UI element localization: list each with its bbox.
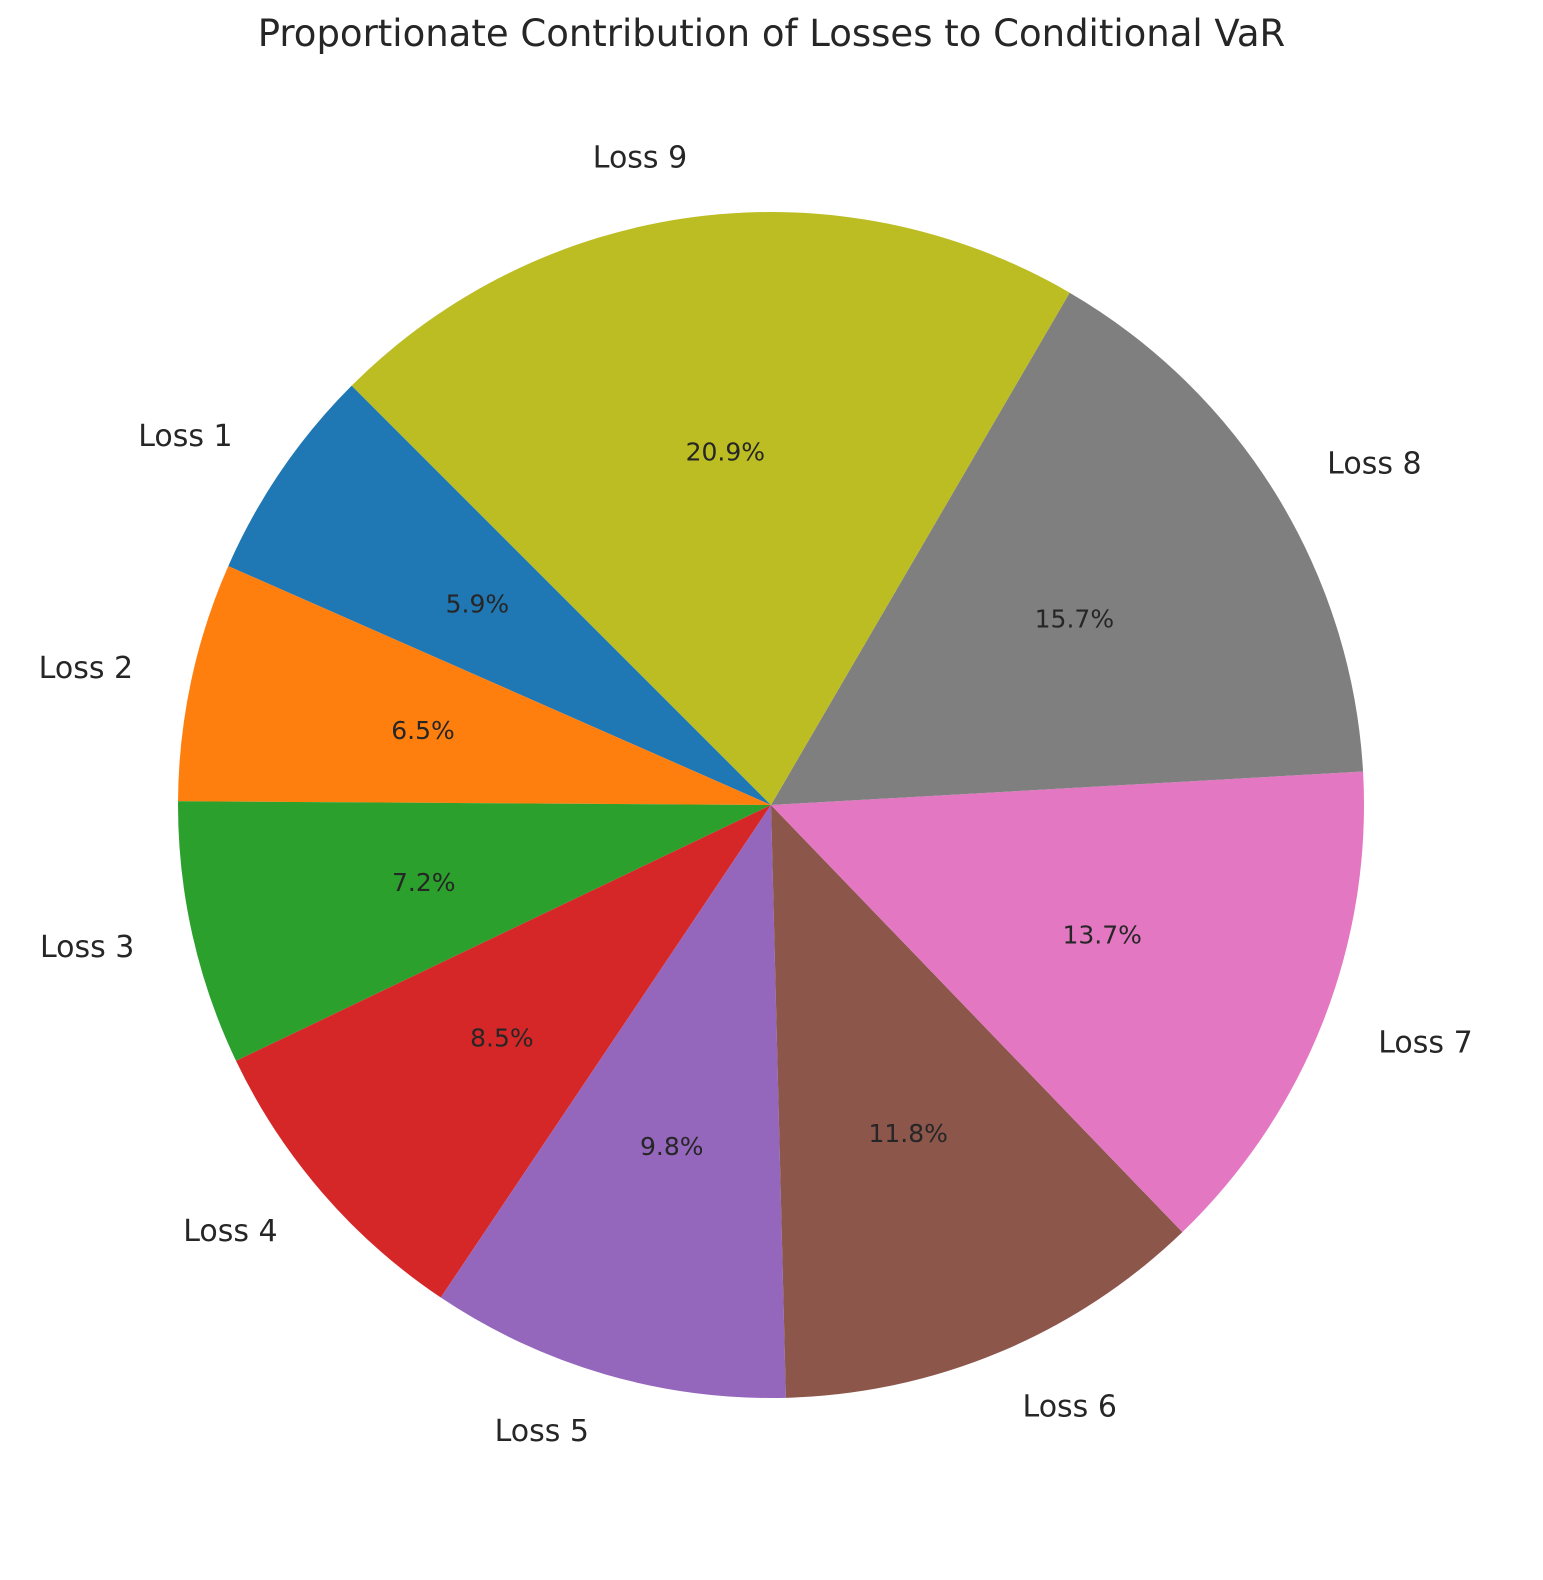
percent-label: 5.9% xyxy=(446,590,510,619)
category-label: Loss 6 xyxy=(1023,1389,1117,1424)
percent-label: 6.5% xyxy=(391,716,455,745)
category-label: Loss 8 xyxy=(1327,447,1421,482)
pie-slice-loss-8 xyxy=(771,292,1364,805)
pie-slice-loss-6 xyxy=(771,805,1183,1398)
pie-slice-loss-1 xyxy=(228,385,772,805)
percent-label: 7.2% xyxy=(392,868,456,897)
pie-slice-loss-4 xyxy=(236,805,772,1298)
pie-slices xyxy=(177,211,1365,1398)
pie-slice-loss-7 xyxy=(771,771,1365,1233)
category-label: Loss 1 xyxy=(138,419,232,454)
category-label: Loss 4 xyxy=(183,1214,277,1249)
category-label: Loss 5 xyxy=(495,1414,589,1449)
percent-label: 9.8% xyxy=(640,1132,704,1161)
percent-label: 11.8% xyxy=(868,1119,947,1148)
category-label: Loss 2 xyxy=(39,651,133,686)
percent-label: 8.5% xyxy=(470,1023,534,1052)
category-label: Loss 7 xyxy=(1378,1026,1472,1061)
category-label: Loss 9 xyxy=(593,141,687,176)
percent-label: 20.9% xyxy=(686,438,765,467)
pie-slice-loss-9 xyxy=(351,211,1070,805)
pie-slice-loss-5 xyxy=(440,805,786,1398)
chart-title: Proportionate Contribution of Losses to … xyxy=(257,12,1286,55)
percent-label: 13.7% xyxy=(1063,920,1142,949)
percent-label: 15.7% xyxy=(1035,605,1114,634)
pie-slice-loss-2 xyxy=(178,566,771,805)
category-label: Loss 3 xyxy=(40,930,134,965)
category-labels: Loss 1 Loss 2 Loss 3 Loss 4 Loss 5 Loss 6 Loss… xyxy=(39,141,1473,1449)
percent-labels: 5.9% 6.5% 7.2% 8.5% 9.8% 11.8% 13.7% 15.7% 20.9% xyxy=(391,438,1142,1162)
pie-slice-loss-3 xyxy=(177,801,771,1061)
